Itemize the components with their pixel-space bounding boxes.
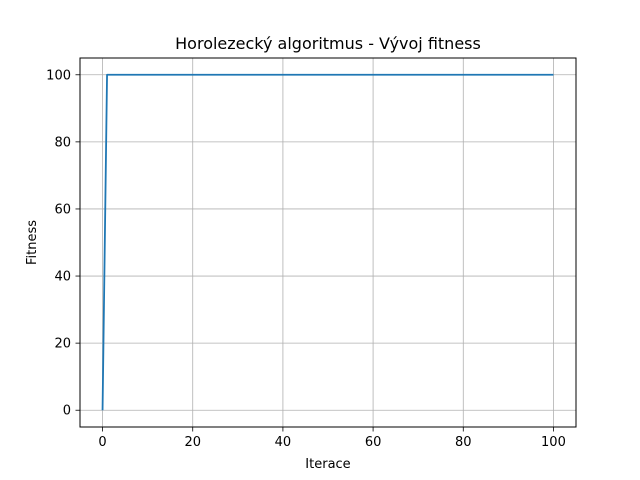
ticks: 0 20 40 60 80 100 0 20 40 60 80 100 xyxy=(46,68,566,450)
y-tick-label: 60 xyxy=(54,202,71,217)
x-tick-label: 20 xyxy=(184,435,201,450)
y-tick-label: 80 xyxy=(54,135,71,150)
y-tick-label: 0 xyxy=(63,404,71,419)
x-tick-label: 40 xyxy=(275,435,292,450)
fitness-series-line xyxy=(101,73,554,411)
x-tick-label: 60 xyxy=(365,435,382,450)
y-axis-label: Fitness xyxy=(25,220,40,265)
y-tick-label: 100 xyxy=(46,68,71,83)
x-tick-label: 100 xyxy=(541,435,566,450)
y-tick-label: 20 xyxy=(54,337,71,352)
x-tick-label: 0 xyxy=(98,435,106,450)
x-tick-label: 80 xyxy=(455,435,472,450)
grid-lines xyxy=(80,58,576,427)
series-layer xyxy=(101,73,554,411)
plot-frame xyxy=(79,57,577,428)
y-tick-label: 40 xyxy=(54,270,71,285)
chart-title: Horolezecký algoritmus - Vývoj fitness xyxy=(175,34,481,53)
x-axis-label: Iterace xyxy=(305,457,350,472)
